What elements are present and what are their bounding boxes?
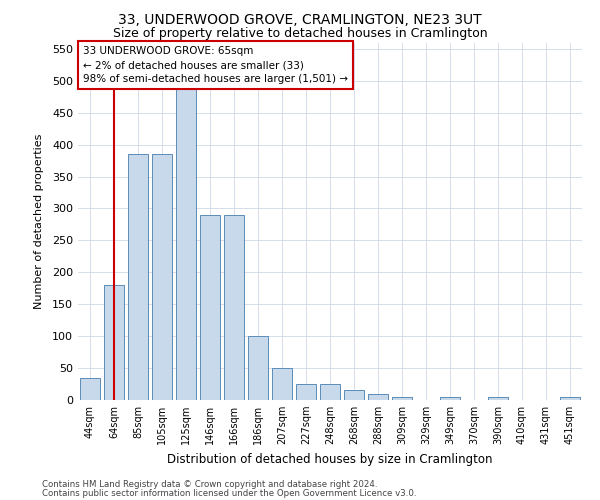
Bar [200,215,220,400]
Bar [440,397,460,400]
Text: Contains public sector information licensed under the Open Government Licence v3: Contains public sector information licen… [42,488,416,498]
Bar [392,397,412,400]
Bar [344,390,364,400]
Bar [296,384,316,400]
Bar [248,336,268,400]
Bar [272,368,292,400]
Bar [128,154,148,400]
Bar [224,215,244,400]
Bar [368,394,388,400]
Bar [152,154,172,400]
Text: Contains HM Land Registry data © Crown copyright and database right 2024.: Contains HM Land Registry data © Crown c… [42,480,377,489]
Text: 33 UNDERWOOD GROVE: 65sqm
← 2% of detached houses are smaller (33)
98% of semi-d: 33 UNDERWOOD GROVE: 65sqm ← 2% of detach… [83,46,348,84]
Bar [560,397,580,400]
Bar [80,378,100,400]
Bar [176,74,196,400]
Bar [488,397,508,400]
Text: 33, UNDERWOOD GROVE, CRAMLINGTON, NE23 3UT: 33, UNDERWOOD GROVE, CRAMLINGTON, NE23 3… [118,12,482,26]
Y-axis label: Number of detached properties: Number of detached properties [34,134,44,309]
X-axis label: Distribution of detached houses by size in Cramlington: Distribution of detached houses by size … [167,452,493,466]
Bar [320,384,340,400]
Bar [104,285,124,400]
Text: Size of property relative to detached houses in Cramlington: Size of property relative to detached ho… [113,28,487,40]
